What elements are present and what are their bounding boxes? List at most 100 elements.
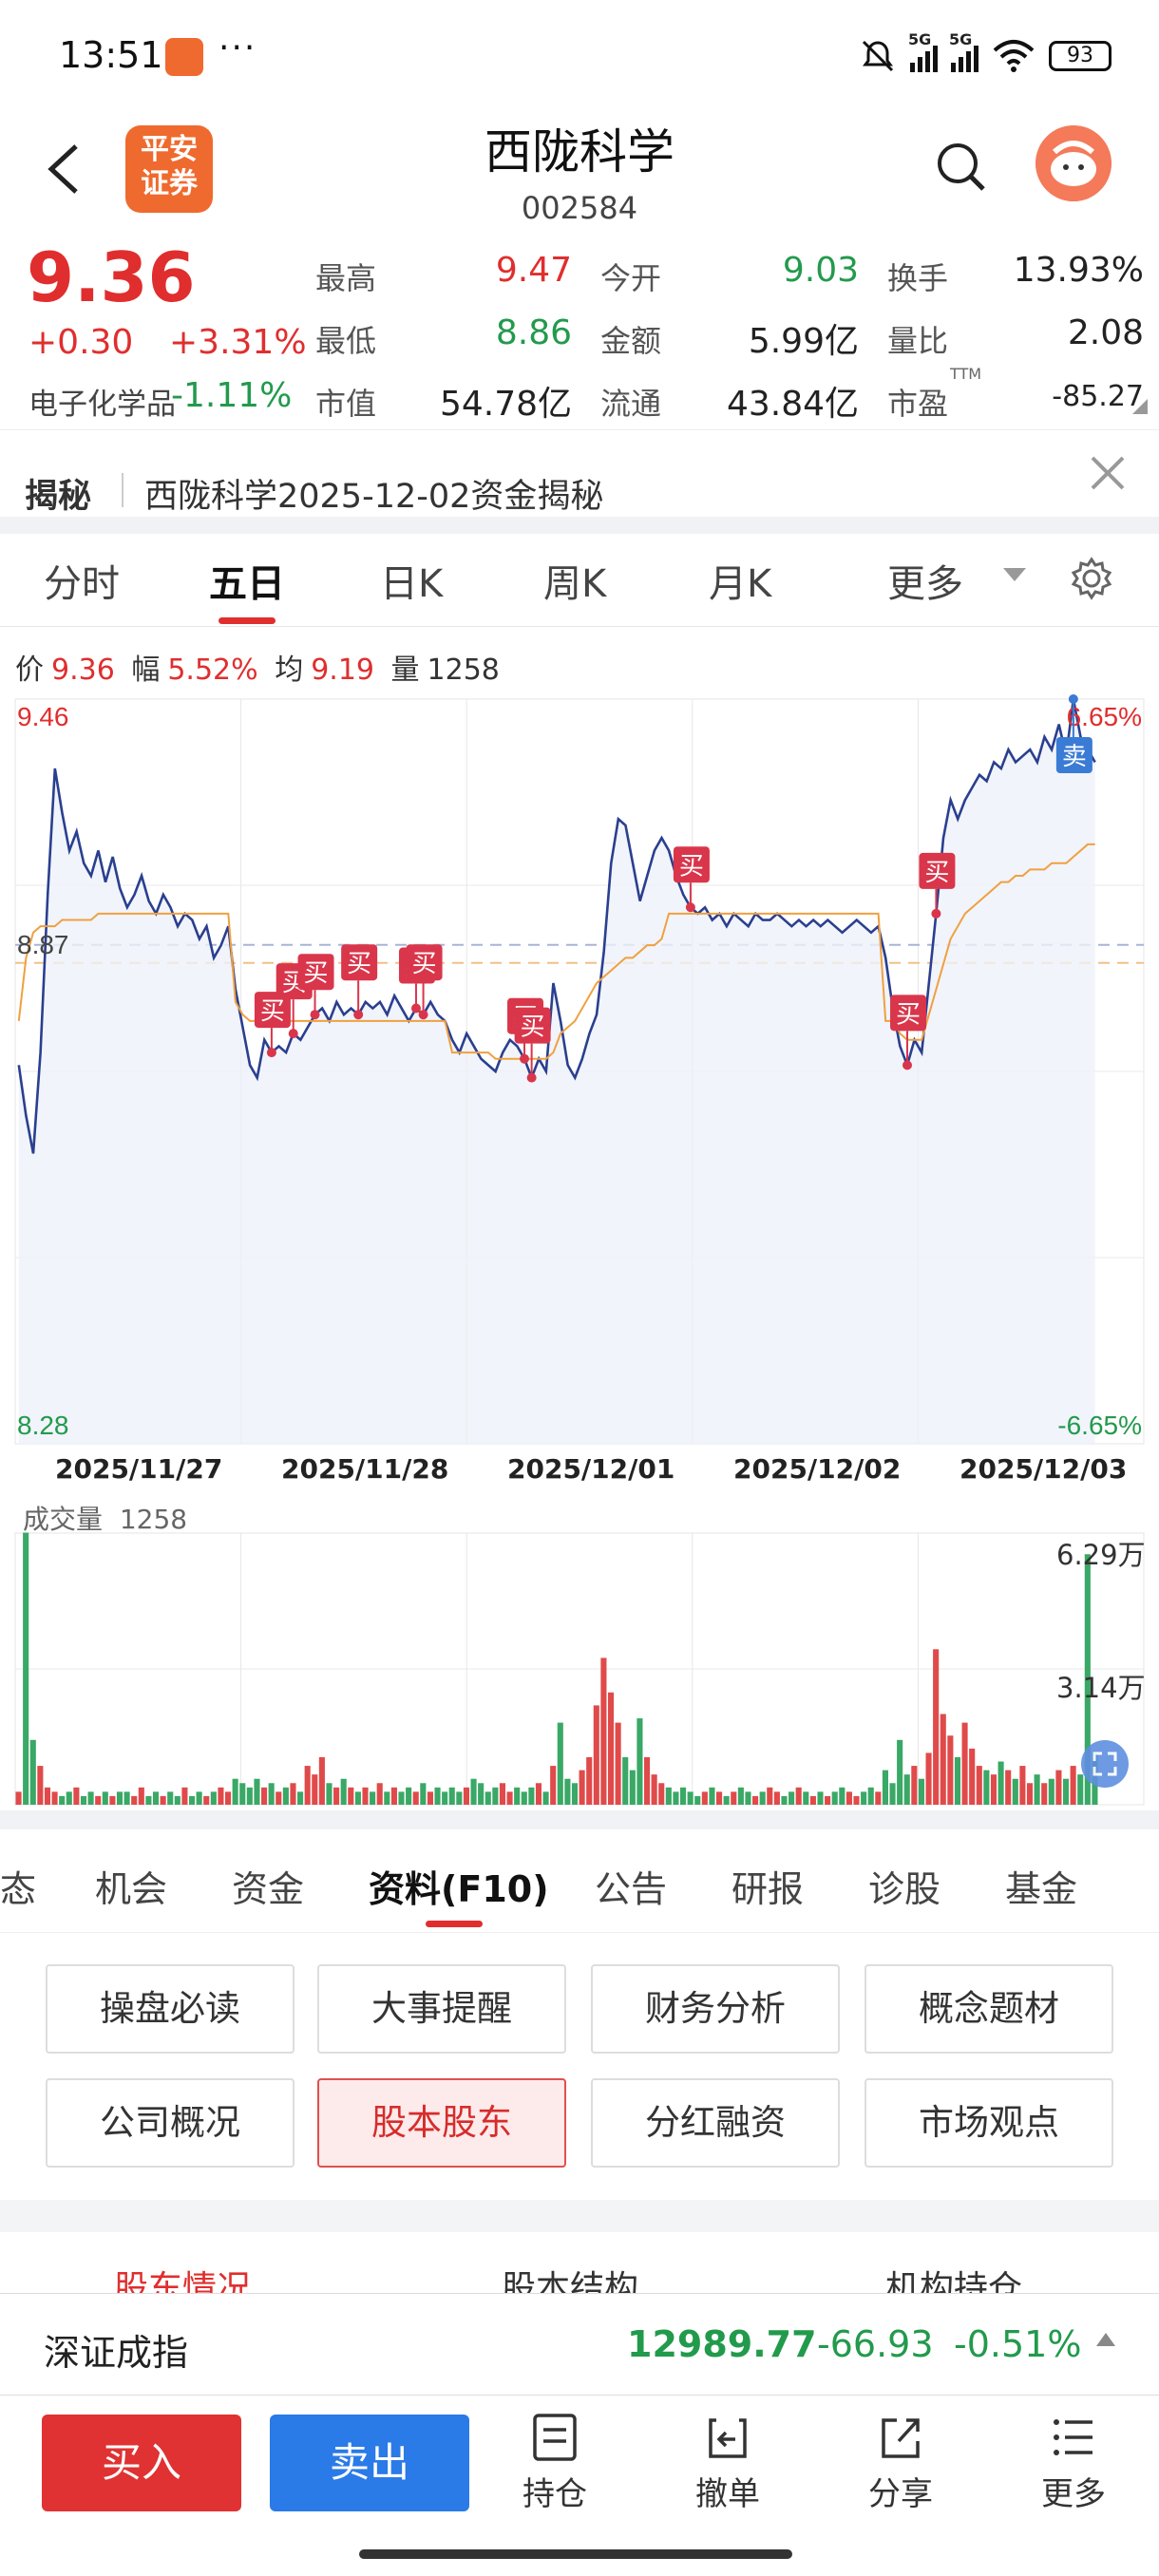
tab-dynamics[interactable]: 态: [0, 1868, 37, 1910]
volume-bar: [442, 1791, 448, 1805]
volume-bar: [318, 1756, 325, 1805]
broker-logo[interactable]: 平安 证券: [125, 125, 213, 213]
volume-bar: [470, 1778, 477, 1805]
price-area: [18, 699, 1095, 1444]
volume-bar: [354, 1791, 361, 1805]
volume-bar: [348, 1787, 354, 1805]
tab-daily-k[interactable]: 日K: [380, 562, 444, 606]
volume-bar: [1012, 1778, 1018, 1805]
price-change-pct: +3.31%: [169, 323, 307, 362]
volume-bar: [593, 1705, 599, 1805]
tab-research[interactable]: 研报: [732, 1868, 805, 1910]
index-name: 深证成指: [44, 2332, 189, 2374]
volume-bar: [853, 1795, 860, 1805]
subtab-share-structure[interactable]: 股本结构: [502, 2269, 639, 2293]
tab-opportunity[interactable]: 机会: [95, 1868, 168, 1910]
quote-label: 今开: [600, 260, 662, 296]
volume-bar: [961, 1722, 968, 1805]
positions-button[interactable]: 持仓: [498, 2413, 612, 2527]
tab-announcements[interactable]: 公告: [595, 1868, 668, 1910]
tab-f10[interactable]: 资料(F10): [369, 1868, 549, 1910]
five-day-price-chart[interactable]: 9.468.878.286.65%-6.65%买买买买买买买买买买买卖: [0, 693, 1159, 1449]
grid-button-market-views[interactable]: 市场观点: [864, 2078, 1113, 2168]
volume-bar: [925, 1752, 932, 1805]
quote-label: 量比: [887, 323, 949, 359]
back-icon[interactable]: [42, 142, 86, 196]
current-price: 9.36: [27, 237, 196, 317]
mute-bell-icon: [862, 40, 894, 72]
volume-bar: [636, 1718, 643, 1805]
cancel-order-button[interactable]: 撤单: [671, 2413, 785, 2527]
volume-bar: [998, 1761, 1004, 1805]
sell-button[interactable]: 卖出: [270, 2415, 469, 2511]
gear-icon[interactable]: [1070, 557, 1113, 600]
search-icon[interactable]: [935, 141, 986, 192]
volume-bar: [615, 1722, 621, 1805]
quote-value: 5.99亿: [748, 322, 859, 361]
status-time: 13:51: [59, 34, 163, 76]
index-ticker-bar[interactable]: [0, 2293, 1159, 2396]
more-button[interactable]: 更多: [1016, 2413, 1130, 2527]
avatar[interactable]: [1036, 125, 1112, 201]
buy-button[interactable]: 买入: [42, 2415, 241, 2511]
marker-dot: [1068, 694, 1078, 704]
volume-bar: [903, 1774, 910, 1805]
banner-text[interactable]: 西陇科学2025-12-02资金揭秘: [144, 478, 604, 516]
volume-bar: [875, 1791, 882, 1805]
grid-button-company-profile[interactable]: 公司概况: [46, 2078, 294, 2168]
volume-bar: [44, 1787, 51, 1805]
grid-button-dividends[interactable]: 分红融资: [591, 2078, 840, 2168]
chevron-up-icon[interactable]: [1096, 2333, 1115, 2346]
tab-intraday[interactable]: 分时: [44, 562, 120, 606]
date-label: 2025/12/02: [733, 1453, 902, 1485]
volume-bar: [622, 1756, 629, 1805]
close-icon[interactable]: [1089, 454, 1127, 492]
tab-monthly-k[interactable]: 月K: [709, 562, 772, 606]
subtab-shareholders[interactable]: 股东情况: [114, 2269, 252, 2293]
volume-bar: [911, 1766, 918, 1805]
volume-bar: [109, 1795, 116, 1805]
volume-bar: [535, 1783, 542, 1805]
volume-bar: [73, 1787, 80, 1805]
volume-bar: [87, 1791, 94, 1805]
volume-bar: [59, 1795, 66, 1805]
tab-more[interactable]: 更多: [887, 562, 963, 606]
tab-funds-holding[interactable]: 基金: [1005, 1868, 1078, 1910]
quote-label: 金额: [600, 323, 662, 359]
volume-bar: [571, 1783, 579, 1805]
grid-button-trading-essentials[interactable]: 操盘必读: [46, 1964, 294, 2054]
corner-expand-icon[interactable]: [1132, 399, 1148, 414]
share-button[interactable]: 分享: [844, 2413, 958, 2527]
buy-marker: [297, 954, 334, 991]
volume-bar: [831, 1791, 838, 1805]
chevron-down-icon[interactable]: [1003, 568, 1026, 581]
grid-button-financials[interactable]: 财务分析: [591, 1964, 840, 2054]
volume-bar: [773, 1791, 780, 1805]
news-banner[interactable]: [0, 429, 1159, 517]
grid-button-events[interactable]: 大事提醒: [317, 1964, 566, 2054]
volume-bar: [1026, 1783, 1034, 1805]
tab-funds[interactable]: 资金: [232, 1868, 305, 1910]
fullscreen-button[interactable]: [1081, 1740, 1129, 1788]
subtab-institutions[interactable]: 机构持仓: [885, 2269, 1023, 2293]
volume-bar: [448, 1787, 455, 1805]
volume-bar: [102, 1791, 108, 1805]
volume-chart[interactable]: [0, 1491, 1159, 1810]
tab-weekly-k[interactable]: 周K: [543, 562, 607, 606]
volume-bar: [138, 1787, 144, 1805]
volume-bar: [745, 1791, 751, 1805]
tab-five-day[interactable]: 五日: [209, 562, 285, 606]
sector-name[interactable]: 电子化学品: [28, 388, 176, 422]
volume-bar: [701, 1791, 708, 1805]
volume-bar: [759, 1791, 766, 1805]
volume-bar: [665, 1787, 672, 1805]
grid-button-concepts[interactable]: 概念题材: [864, 1964, 1113, 2054]
section-gap: [0, 2200, 1159, 2232]
tab-diagnosis[interactable]: 诊股: [868, 1868, 941, 1910]
volume-bar: [918, 1778, 925, 1805]
volume-bar: [131, 1795, 138, 1805]
volume-bar: [51, 1791, 58, 1805]
more-notifications-icon: ···: [218, 28, 257, 67]
grid-button-shareholders[interactable]: 股本股东: [317, 2078, 566, 2168]
volume-bar: [181, 1787, 188, 1805]
